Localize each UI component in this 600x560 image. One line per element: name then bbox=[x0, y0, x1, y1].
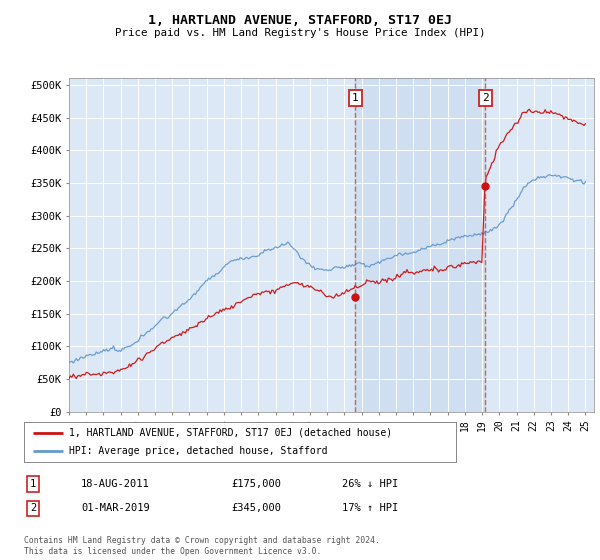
Text: HPI: Average price, detached house, Stafford: HPI: Average price, detached house, Staf… bbox=[70, 446, 328, 456]
Text: 1: 1 bbox=[30, 479, 36, 489]
Text: 01-MAR-2019: 01-MAR-2019 bbox=[81, 503, 150, 514]
Text: 26% ↓ HPI: 26% ↓ HPI bbox=[342, 479, 398, 489]
Text: 1: 1 bbox=[352, 93, 359, 103]
Text: 2: 2 bbox=[30, 503, 36, 514]
Text: Price paid vs. HM Land Registry's House Price Index (HPI): Price paid vs. HM Land Registry's House … bbox=[115, 28, 485, 38]
Text: 2: 2 bbox=[482, 93, 488, 103]
Bar bbox=[355, 78, 485, 412]
Text: 17% ↑ HPI: 17% ↑ HPI bbox=[342, 503, 398, 514]
Text: £345,000: £345,000 bbox=[231, 503, 281, 514]
Text: 1, HARTLAND AVENUE, STAFFORD, ST17 0EJ: 1, HARTLAND AVENUE, STAFFORD, ST17 0EJ bbox=[148, 14, 452, 27]
Text: 18-AUG-2011: 18-AUG-2011 bbox=[81, 479, 150, 489]
Text: Contains HM Land Registry data © Crown copyright and database right 2024.
This d: Contains HM Land Registry data © Crown c… bbox=[24, 536, 380, 556]
Text: 1, HARTLAND AVENUE, STAFFORD, ST17 0EJ (detached house): 1, HARTLAND AVENUE, STAFFORD, ST17 0EJ (… bbox=[70, 428, 392, 437]
Text: £175,000: £175,000 bbox=[231, 479, 281, 489]
